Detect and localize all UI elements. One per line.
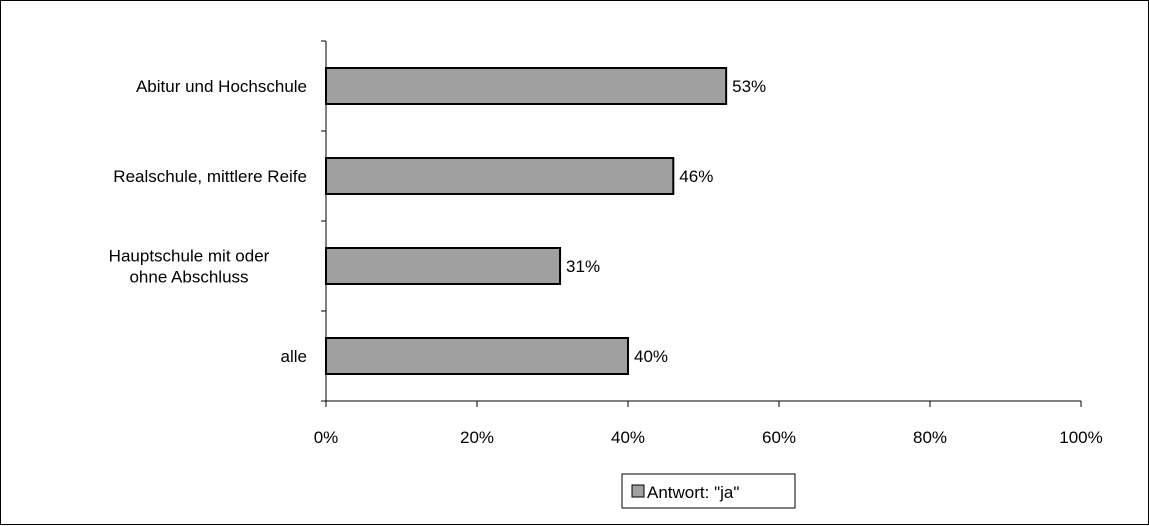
category-label: alle xyxy=(281,347,307,366)
category-label: Realschule, mittlere Reife xyxy=(113,167,307,186)
labels-layer: 53% Abitur und Hochschule 46% Realschule, m… xyxy=(109,77,1103,447)
x-tick-label: 100% xyxy=(1059,428,1102,447)
category-label-line: ohne Abschluss xyxy=(129,268,248,287)
bar xyxy=(325,157,675,195)
category-label: Hauptschule mit oder ohne Abschluss xyxy=(109,247,270,287)
bar xyxy=(325,247,562,285)
bar xyxy=(325,337,629,375)
bars-layer xyxy=(325,67,728,375)
data-label: 31% xyxy=(566,257,600,276)
x-tick-label: 60% xyxy=(762,428,796,447)
legend-swatch xyxy=(631,484,645,498)
data-label: 40% xyxy=(634,347,668,366)
x-tick-label: 80% xyxy=(913,428,947,447)
data-label: 53% xyxy=(732,77,766,96)
ticks-layer xyxy=(321,40,1082,407)
legend: Antwort: "ja" xyxy=(621,473,796,509)
x-tick-label: 20% xyxy=(460,428,494,447)
data-label: 46% xyxy=(679,167,713,186)
x-tick-label: 0% xyxy=(314,428,339,447)
x-tick-label: 40% xyxy=(611,428,645,447)
legend-box xyxy=(621,473,796,509)
bar xyxy=(325,67,728,105)
legend-label: Antwort: "ja" xyxy=(647,483,739,502)
category-label-line: Hauptschule mit oder xyxy=(109,247,270,266)
category-label: Abitur und Hochschule xyxy=(136,77,307,96)
